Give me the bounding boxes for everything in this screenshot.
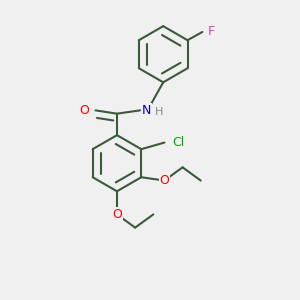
Text: Cl: Cl [173,136,185,149]
Text: F: F [208,26,215,38]
Text: O: O [80,104,90,117]
Text: N: N [142,104,151,117]
Text: O: O [160,174,169,187]
Text: O: O [112,208,122,221]
Text: H: H [155,107,163,117]
